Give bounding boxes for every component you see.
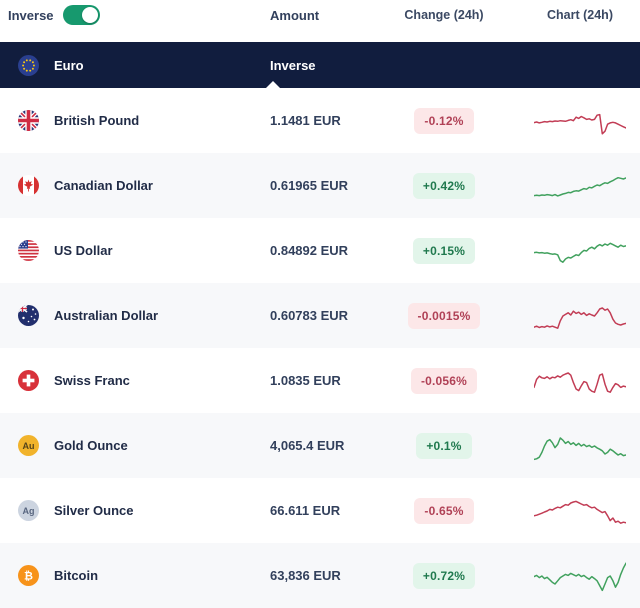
base-currency-inverse-label: Inverse <box>270 57 316 73</box>
change-badge: -0.65% <box>414 497 474 524</box>
toggle-knob-icon <box>81 7 98 23</box>
flag-au-icon <box>18 305 39 326</box>
amount-value: 1.1481 EUR <box>270 113 341 128</box>
sparkline-chart <box>500 232 640 270</box>
amount-value: 1.0835 EUR <box>270 373 341 388</box>
currency-name: British Pound <box>54 113 140 128</box>
column-header-change[interactable]: Change (24h) <box>404 8 484 22</box>
sparkline-chart <box>500 492 640 530</box>
change-badge: -0.056% <box>410 367 478 394</box>
amount-value: 4,065.4 EUR <box>270 438 345 453</box>
flag-us-icon <box>18 240 39 261</box>
change-badge: +0.15% <box>412 237 476 264</box>
sparkline-chart <box>500 297 640 335</box>
change-badge: +0.1% <box>416 432 472 459</box>
currency-name: Gold Ounce <box>54 438 128 453</box>
amount-value: 0.61965 EUR <box>270 178 349 193</box>
table-header: Inverse Amount Change (24h) Chart (24h) <box>0 0 640 42</box>
metal-gold-icon: Au <box>18 435 39 456</box>
currency-row-canadian-dollar[interactable]: Canadian Dollar 0.61965 EUR +0.42% <box>0 153 640 218</box>
currency-row-british-pound[interactable]: British Pound 1.1481 EUR -0.12% <box>0 88 640 153</box>
currency-name: Bitcoin <box>54 568 99 583</box>
base-currency-name: Euro <box>54 57 84 73</box>
currency-row-australian-dollar[interactable]: Australian Dollar 0.60783 EUR -0.0015% <box>0 283 640 348</box>
change-badge: +0.72% <box>412 562 476 589</box>
flag-uk-icon <box>18 110 39 131</box>
currency-name: Canadian Dollar <box>54 178 153 193</box>
rates-table-body: British Pound 1.1481 EUR -0.12% Canadian Do… <box>0 88 640 608</box>
currency-row-us-dollar[interactable]: US Dollar 0.84892 EUR +0.15% <box>0 218 640 283</box>
inverse-toggle-switch[interactable] <box>62 5 100 25</box>
flag-ca-icon <box>18 175 39 196</box>
column-header-amount[interactable]: Amount <box>270 8 320 23</box>
euro-flag-icon <box>18 54 39 76</box>
sparkline-chart <box>500 362 640 400</box>
sparkline-chart <box>500 167 640 205</box>
change-badge: +0.42% <box>412 172 476 199</box>
currency-name: US Dollar <box>54 243 113 258</box>
sparkline-chart <box>500 557 640 595</box>
amount-value: 66.611 EUR <box>270 503 341 518</box>
amount-value: 0.84892 EUR <box>270 243 349 258</box>
svg-text:Ag: Ag <box>23 506 35 516</box>
currency-row-gold-ounce[interactable]: Au Gold Ounce 4,065.4 EUR +0.1% <box>0 413 640 478</box>
currency-name: Silver Ounce <box>54 503 134 518</box>
currency-row-swiss-franc[interactable]: Swiss Franc 1.0835 EUR -0.056% <box>0 348 640 413</box>
crypto-btc-icon: ₿ <box>18 565 39 586</box>
selected-column-caret-icon <box>266 81 280 88</box>
currency-name: Swiss Franc <box>54 373 130 388</box>
change-badge: -0.0015% <box>407 302 481 329</box>
change-badge: -0.12% <box>414 107 474 134</box>
sparkline-chart <box>500 102 640 140</box>
metal-silver-icon: Ag <box>18 500 39 521</box>
currency-name: Australian Dollar <box>54 308 159 323</box>
currency-row-silver-ounce[interactable]: Ag Silver Ounce 66.611 EUR -0.65% <box>0 478 640 543</box>
svg-text:Au: Au <box>23 441 35 451</box>
amount-value: 0.60783 EUR <box>270 308 349 323</box>
base-currency-bar[interactable]: Euro Inverse <box>0 42 640 88</box>
amount-value: 63,836 EUR <box>270 568 341 583</box>
svg-text:₿: ₿ <box>24 570 33 583</box>
currency-row-bitcoin[interactable]: ₿ Bitcoin 63,836 EUR +0.72% <box>0 543 640 608</box>
flag-ch-icon <box>18 370 39 391</box>
sparkline-chart <box>500 427 640 465</box>
inverse-toggle-label: Inverse <box>8 7 54 23</box>
column-header-chart[interactable]: Chart (24h) <box>547 8 613 22</box>
